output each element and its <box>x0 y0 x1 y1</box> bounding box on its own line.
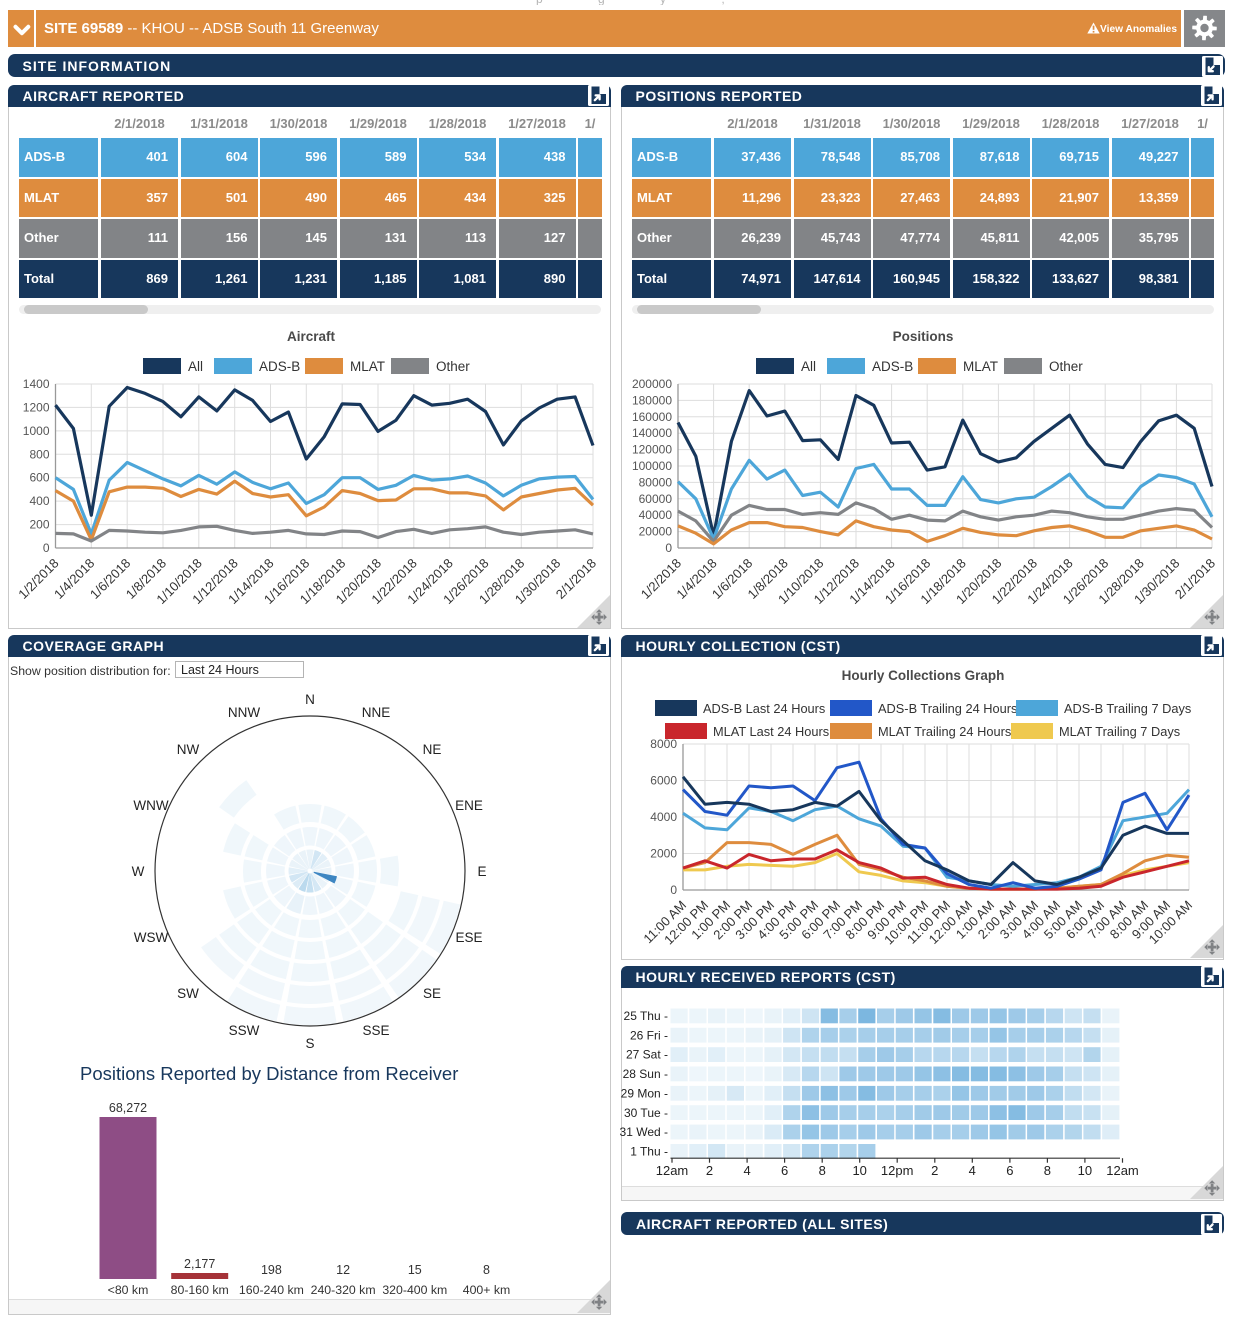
svg-text:Hourly Collections Graph: Hourly Collections Graph <box>842 668 1005 683</box>
svg-text:28 Sun -: 28 Sun - <box>623 1067 668 1081</box>
svg-text:0: 0 <box>665 541 672 555</box>
svg-text:30 Tue -: 30 Tue - <box>624 1106 668 1120</box>
svg-text:1200: 1200 <box>23 400 50 414</box>
svg-text:1400: 1400 <box>23 377 50 391</box>
svg-text:160-240 km: 160-240 km <box>239 1283 304 1297</box>
svg-text:N: N <box>305 692 315 707</box>
svg-text:<80 km: <80 km <box>108 1283 149 1297</box>
svg-text:80000: 80000 <box>639 475 673 489</box>
svg-text:320-400 km: 320-400 km <box>382 1283 447 1297</box>
svg-text:1000: 1000 <box>23 424 50 438</box>
svg-text:6: 6 <box>1006 1163 1013 1178</box>
svg-text:MLAT Trailing 24 Hours: MLAT Trailing 24 Hours <box>878 724 1011 739</box>
svg-text:WNW: WNW <box>133 798 168 813</box>
svg-text:4000: 4000 <box>650 810 677 824</box>
svg-text:80-160 km: 80-160 km <box>171 1283 229 1297</box>
svg-text:0: 0 <box>43 541 50 555</box>
svg-text:WSW: WSW <box>134 930 169 945</box>
svg-text:600: 600 <box>29 471 49 485</box>
svg-text:10: 10 <box>852 1163 866 1178</box>
svg-text:SW: SW <box>177 986 199 1001</box>
svg-text:NW: NW <box>177 742 200 757</box>
svg-text:NE: NE <box>423 742 442 757</box>
svg-text:MLAT Trailing 7 Days: MLAT Trailing 7 Days <box>1059 724 1180 739</box>
svg-text:40000: 40000 <box>639 508 673 522</box>
svg-text:200000: 200000 <box>632 377 672 391</box>
svg-text:ENE: ENE <box>455 798 483 813</box>
svg-text:400: 400 <box>29 494 49 508</box>
svg-text:68,272: 68,272 <box>109 1101 147 1115</box>
svg-text:S: S <box>305 1036 314 1051</box>
svg-text:6000: 6000 <box>650 774 677 788</box>
svg-text:Positions: Positions <box>893 329 954 344</box>
svg-text:MLAT: MLAT <box>350 359 385 374</box>
svg-text:6: 6 <box>781 1163 788 1178</box>
svg-text:8: 8 <box>483 1263 490 1277</box>
svg-text:All: All <box>801 359 816 374</box>
svg-text:Other: Other <box>436 359 470 374</box>
svg-text:4: 4 <box>969 1163 976 1178</box>
svg-text:NNE: NNE <box>362 705 391 720</box>
svg-text:E: E <box>477 864 486 879</box>
svg-text:100000: 100000 <box>632 459 672 473</box>
svg-text:800: 800 <box>29 447 49 461</box>
svg-text:0: 0 <box>670 883 677 897</box>
svg-text:SE: SE <box>423 986 441 1001</box>
svg-text:180000: 180000 <box>632 393 672 407</box>
svg-text:26 Fri -: 26 Fri - <box>630 1028 668 1042</box>
svg-text:31 Wed -: 31 Wed - <box>620 1125 668 1139</box>
svg-text:2: 2 <box>706 1163 713 1178</box>
svg-text:8: 8 <box>1044 1163 1051 1178</box>
svg-text:12: 12 <box>336 1263 350 1277</box>
svg-text:2000: 2000 <box>650 847 677 861</box>
svg-text:60000: 60000 <box>639 492 673 506</box>
svg-text:20000: 20000 <box>639 525 673 539</box>
svg-text:12am: 12am <box>656 1163 689 1178</box>
svg-text:27 Sat -: 27 Sat - <box>626 1048 668 1062</box>
svg-text:10: 10 <box>1078 1163 1092 1178</box>
svg-text:240-320 km: 240-320 km <box>311 1283 376 1297</box>
svg-text:1 Thu -: 1 Thu - <box>630 1145 668 1159</box>
svg-text:SSW: SSW <box>229 1023 260 1038</box>
svg-text:All: All <box>188 359 203 374</box>
svg-text:4: 4 <box>743 1163 750 1178</box>
svg-text:MLAT: MLAT <box>963 359 998 374</box>
svg-text:8000: 8000 <box>650 737 677 751</box>
svg-text:Other: Other <box>1049 359 1083 374</box>
svg-text:200: 200 <box>29 518 49 532</box>
svg-text:160000: 160000 <box>632 410 672 424</box>
svg-text:SSE: SSE <box>362 1023 389 1038</box>
svg-text:Aircraft: Aircraft <box>287 329 336 344</box>
svg-text:ESE: ESE <box>455 930 482 945</box>
svg-text:ADS-B Trailing 7 Days: ADS-B Trailing 7 Days <box>1064 701 1191 716</box>
svg-text:120000: 120000 <box>632 443 672 457</box>
svg-text:8: 8 <box>819 1163 826 1178</box>
svg-text:140000: 140000 <box>632 426 672 440</box>
svg-text:198: 198 <box>261 1263 282 1277</box>
svg-text:ADS-B: ADS-B <box>259 359 300 374</box>
svg-text:ADS-B Last 24 Hours: ADS-B Last 24 Hours <box>703 701 825 716</box>
svg-text:ADS-B Trailing 24 Hours: ADS-B Trailing 24 Hours <box>878 701 1017 716</box>
svg-text:25 Thu -: 25 Thu - <box>624 1009 668 1023</box>
svg-text:29 Mon -: 29 Mon - <box>621 1086 668 1100</box>
svg-text:12pm: 12pm <box>881 1163 914 1178</box>
svg-text:15: 15 <box>408 1263 422 1277</box>
svg-text:2: 2 <box>931 1163 938 1178</box>
svg-text:ADS-B: ADS-B <box>872 359 913 374</box>
svg-text:400+ km: 400+ km <box>463 1283 511 1297</box>
svg-text:W: W <box>132 864 145 879</box>
svg-text:2,177: 2,177 <box>184 1257 215 1271</box>
svg-text:NNW: NNW <box>228 705 260 720</box>
svg-text:12am: 12am <box>1106 1163 1139 1178</box>
svg-text:MLAT Last 24 Hours: MLAT Last 24 Hours <box>713 724 829 739</box>
